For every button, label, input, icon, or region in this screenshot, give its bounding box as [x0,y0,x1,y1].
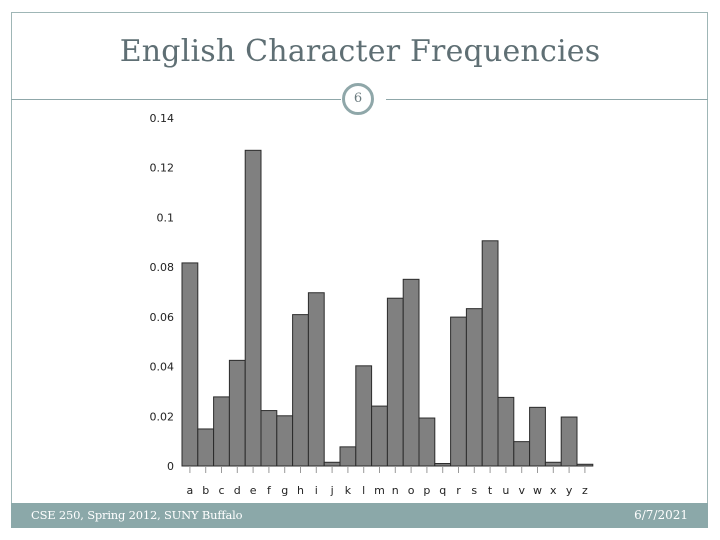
x-tick-label: z [582,484,588,497]
y-tick-label: 0.08 [150,261,175,274]
bar-o [402,278,420,467]
bar-q [434,463,452,467]
x-tick-label: g [281,484,288,497]
x-tick-label: f [267,484,272,497]
x-tick-label: t [488,484,493,497]
x-tick-label: n [392,484,399,497]
x-tick-label: x [550,484,557,497]
x-tick-label: d [234,484,241,497]
bar-f [260,410,278,467]
y-tick-label: 0.14 [150,112,175,125]
y-axis: 0 0.02 0.04 0.06 0.08 0.1 0.12 0.14 [150,112,175,473]
footer-date: 6/7/2021 [634,508,688,522]
y-tick-label: 0.02 [150,410,175,423]
footer-bar: CSE 250, Spring 2012, SUNY Buffalo 6/7/2… [11,503,708,528]
x-tick-label: j [330,484,334,497]
x-tick-label: u [502,484,509,497]
y-tick-label: 0.1 [157,211,175,224]
x-tick-label: i [315,484,318,497]
x-tick-label: v [518,484,525,497]
x-tick-label: k [345,484,352,497]
x-tick-label: y [566,484,573,497]
bar-e [244,149,262,467]
bar-a [181,262,199,467]
bar-p [418,417,436,467]
y-tick-label: 0 [167,460,174,473]
bar-t [481,240,499,467]
x-tick-label: w [533,484,542,497]
bar-j [323,461,341,467]
x-tick-label: a [187,484,194,497]
x-tick-label: e [250,484,257,497]
y-tick-label: 0.12 [150,162,175,175]
bar-d [228,359,246,467]
bar-g [276,415,294,467]
x-tick-label: c [218,484,224,497]
bar-b [197,428,215,467]
x-tick-label: s [471,484,477,497]
slide-title: English Character Frequencies [119,34,601,69]
x-tick-label: l [362,484,365,497]
bars [181,149,594,467]
title-rule-left [11,99,341,100]
x-tick-label: h [297,484,304,497]
x-tick-label: m [374,484,385,497]
bar-s [465,308,483,467]
bar-r [450,316,467,467]
y-tick-label: 0.06 [150,311,175,324]
bar-c [213,396,230,467]
bar-v [513,441,531,467]
bar-m [371,405,388,467]
y-tick-label: 0.04 [150,361,175,374]
bar-y [560,416,578,467]
bar-u [497,396,515,467]
footer-course: CSE 250, Spring 2012, SUNY Buffalo [31,508,243,522]
x-tick-label: p [423,484,430,497]
bar-h [292,314,309,467]
bar-z [576,463,594,467]
x-tick-label: o [408,484,415,497]
title-rule-right [386,99,708,100]
x-tick-label: r [456,484,461,497]
bar-n [386,297,404,467]
bar-i [307,292,325,467]
bar-w [529,406,546,467]
bar-k [339,446,357,467]
x-tick-label: b [202,484,209,497]
x-tick-label: q [439,484,446,497]
page-number-badge: 6 [342,83,374,115]
bar-l [355,365,373,467]
bar-x [544,461,562,467]
